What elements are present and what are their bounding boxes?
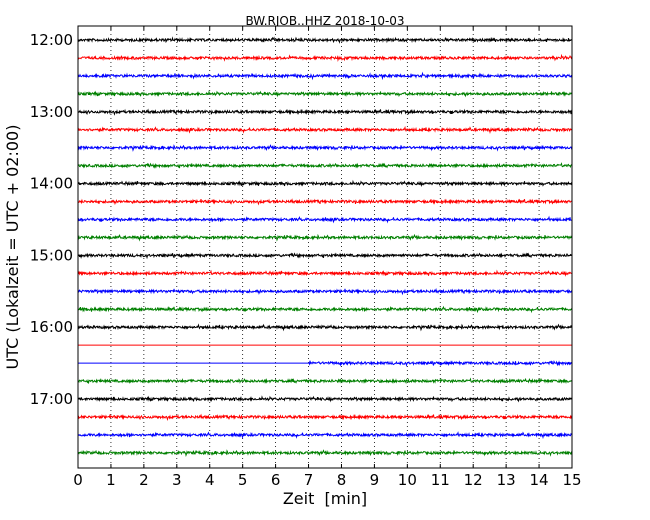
x-tick-label: 12: [464, 471, 483, 489]
x-tick-label: 8: [337, 471, 347, 489]
traces: [77, 36, 573, 457]
trace: [77, 36, 573, 44]
x-tick-label: 2: [139, 471, 149, 489]
x-tick-label: 1: [106, 471, 116, 489]
trace: [77, 108, 573, 116]
trace: [78, 360, 573, 367]
x-tick-label: 3: [172, 471, 182, 489]
x-grid: [110, 26, 540, 468]
chart-title: BW.RJOB..HHZ 2018-10-03: [245, 14, 404, 28]
trace: [77, 413, 573, 421]
x-tick-label: 6: [271, 471, 281, 489]
trace: [77, 53, 573, 63]
x-tick-label: 10: [398, 471, 417, 489]
y-tick-label: 17:00: [30, 390, 73, 408]
trace: [77, 90, 573, 98]
x-tick-label: 15: [562, 471, 581, 489]
trace: [77, 144, 573, 152]
trace: [77, 125, 573, 134]
trace: [77, 252, 573, 260]
trace: [77, 233, 573, 242]
x-tick-label: 7: [304, 471, 314, 489]
trace: [77, 71, 573, 81]
plot-area: [78, 26, 572, 468]
trace: [77, 287, 573, 296]
x-tick-label: 9: [370, 471, 380, 489]
y-tick-label: 14:00: [30, 175, 73, 193]
y-axis-label: UTC (Lokalzeit = UTC + 02:00): [3, 125, 22, 370]
y-tick-label: 12:00: [30, 31, 73, 49]
trace: [77, 179, 573, 188]
trace: [77, 198, 573, 206]
trace: [77, 269, 573, 277]
trace: [77, 449, 573, 457]
trace: [77, 377, 573, 385]
x-tick-label: 5: [238, 471, 248, 489]
trace: [77, 395, 573, 403]
plot-frame: [77, 25, 573, 469]
x-tick-label: 11: [431, 471, 450, 489]
trace: [77, 323, 573, 332]
trace: [77, 162, 573, 169]
x-tick-label: 4: [205, 471, 215, 489]
y-axis: 12:00 13:00 14:00 15:00 16:00 17:00: [30, 31, 572, 408]
y-tick-label: 16:00: [30, 318, 73, 336]
y-tick-label: 15:00: [30, 246, 73, 264]
x-tick-label: 14: [530, 471, 549, 489]
trace: [77, 431, 573, 440]
y-tick-label: 13:00: [30, 103, 73, 121]
x-tick-label: 13: [497, 471, 516, 489]
x-axis-label: Zeit [min]: [283, 489, 367, 508]
trace: [77, 305, 573, 314]
x-axis: 0 1 2 3 4 5 6 7 8 9 10 11 12 13 14 15: [73, 26, 582, 489]
x-tick-label: 0: [73, 471, 83, 489]
trace: [77, 215, 573, 224]
